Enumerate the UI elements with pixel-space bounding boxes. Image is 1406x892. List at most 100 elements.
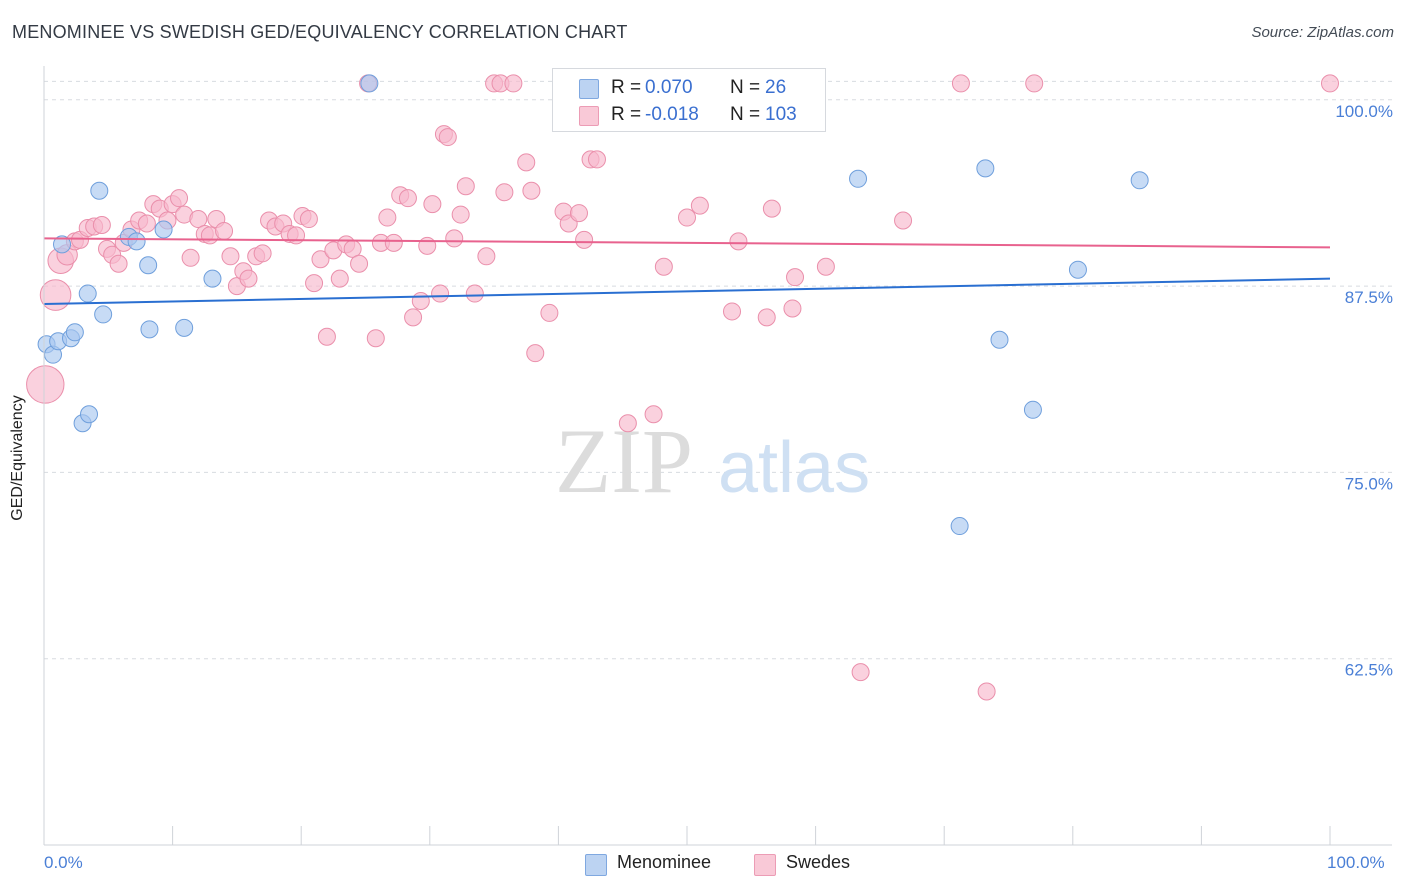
swedes-point [690, 196, 709, 215]
swedes-point [445, 229, 464, 248]
bottom-legend-swatch-swedes [754, 854, 776, 876]
swedes-point [951, 74, 970, 93]
y-tick-label: 100.0% [1335, 102, 1393, 121]
legend-n-label: N = [730, 77, 761, 98]
swedes-point [404, 308, 423, 327]
swedes-point [495, 183, 514, 202]
swedes-point [109, 254, 128, 273]
swedes-point [181, 248, 200, 267]
menominee-point [53, 235, 72, 254]
swedes-point [438, 128, 457, 147]
swedes-point [569, 204, 588, 223]
legend-swatch-pink [579, 106, 599, 126]
correlation-legend: R = 0.070 N = 26 R = -0.018 N = 103 [552, 68, 826, 132]
x-tick-label-min: 0.0% [44, 853, 83, 872]
swedes-point [411, 292, 430, 311]
legend-swatch-blue [579, 79, 599, 99]
legend-n-value: 26 [765, 77, 787, 98]
watermark-atlas: atlas [718, 428, 870, 508]
legend-r-label: R = [611, 104, 642, 125]
menominee-point [175, 318, 194, 337]
swedes-point [451, 205, 470, 224]
legend-row-swedes: R = -0.018 N = 103 [553, 102, 825, 128]
swedes-point [644, 405, 663, 424]
menominee-point [1068, 260, 1087, 279]
y-tick-label: 75.0% [1345, 474, 1393, 493]
menominee-point [1130, 171, 1149, 190]
swedes-point [311, 250, 330, 269]
menominee-point [140, 320, 159, 339]
swedes-point [26, 365, 65, 404]
menominee-point [950, 517, 969, 536]
watermark: ZIP atlas [555, 410, 870, 512]
swedes-point [1321, 74, 1339, 93]
swedes-point [39, 279, 72, 311]
swedes-point [350, 254, 369, 273]
menominee-point [90, 181, 109, 200]
swedes-point [378, 208, 397, 227]
swedes-point [587, 150, 606, 169]
swedes-point [723, 302, 742, 321]
grid-layer [44, 80, 1392, 660]
points-layer [26, 74, 1339, 701]
swedes-point [522, 181, 541, 200]
menominee-point [78, 284, 97, 303]
axis-layer: 62.5% 75.0% 87.5% 100.0% [43, 66, 1393, 846]
menominee-point [849, 169, 868, 188]
swedes-point [287, 226, 306, 245]
swedes-point [540, 303, 559, 322]
menominee-point [1023, 400, 1042, 419]
swedes-point [366, 329, 385, 348]
swedes-point [1025, 74, 1044, 93]
swedes-point [189, 210, 208, 229]
menominee-point [80, 405, 99, 424]
swedes-point [317, 327, 336, 346]
chart-title: MENOMINEE VS SWEDISH GED/EQUIVALENCY COR… [12, 22, 628, 42]
legend-r-value: 0.070 [645, 77, 693, 98]
swedes-point [384, 233, 403, 252]
swedes-point [299, 210, 318, 229]
legend-r-label: R = [611, 77, 642, 98]
swedes-point [92, 216, 111, 234]
swedes-point [816, 257, 835, 276]
swedes-point [221, 247, 240, 266]
swedes-point [783, 299, 802, 318]
menominee-point [360, 74, 379, 93]
swedes-point [729, 232, 748, 251]
swedes-point [170, 189, 189, 208]
swedes-point [894, 211, 913, 230]
swedes-point [757, 308, 776, 327]
y-tick-label: 87.5% [1345, 288, 1393, 307]
swedes-point [137, 214, 156, 233]
menominee-point [139, 256, 158, 275]
y-tick-label: 62.5% [1345, 661, 1393, 680]
swedes-point [526, 344, 545, 363]
swedes-point [575, 230, 594, 249]
legend-n-label: N = [730, 104, 761, 125]
bottom-legend-swatch-menominee [585, 854, 607, 876]
bottom-legend-swedes: Swedes [786, 852, 851, 872]
swedes-point [504, 74, 523, 93]
swedes-point [456, 177, 475, 196]
menominee-point [65, 323, 84, 342]
menominee-point [203, 269, 222, 288]
swedes-point [239, 269, 258, 288]
swedes-point [330, 269, 349, 288]
menominee-point [154, 220, 173, 239]
menominee-point [127, 232, 146, 251]
menominee-point [94, 305, 113, 324]
legend-n-value: 103 [765, 104, 797, 125]
swedes-point [678, 208, 696, 227]
menominee-point [976, 159, 995, 178]
swedes-point [423, 195, 442, 214]
swedes-point [517, 153, 536, 172]
swedes-point [851, 663, 870, 682]
legend-row-menominee: R = 0.070 N = 26 [553, 75, 825, 101]
source-label: Source: ZipAtlas.com [1251, 24, 1394, 41]
swedes-point [418, 236, 437, 255]
swedes-point [786, 268, 805, 287]
menominee-trend-line [43, 277, 1331, 305]
swedes-point [215, 221, 234, 240]
swedes-point [398, 189, 417, 208]
